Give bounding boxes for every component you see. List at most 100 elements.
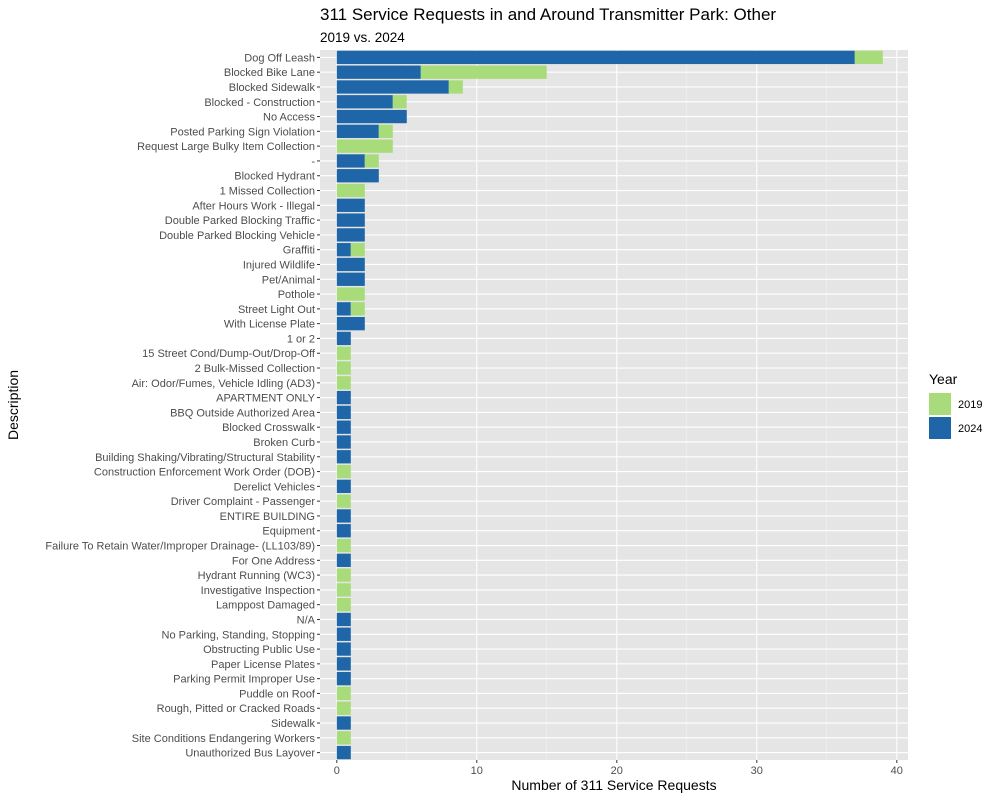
y-tick-label: Sidewalk [271,718,316,730]
legend: Year 2019 2024 [929,371,982,439]
y-tick-label: Building Shaking/Vibrating/Structural St… [95,452,315,464]
bar-2024 [336,213,365,227]
bar-2019 [336,538,351,553]
bar-2024 [336,198,365,212]
legend-label-2024: 2024 [958,423,982,435]
bar-2024 [336,642,351,656]
y-tick-label: BBQ Outside Authorized Area [170,407,316,419]
y-tick-label: Lamppost Damaged [216,600,315,612]
y-tick-label: - [311,156,315,168]
legend-label-2019: 2019 [958,399,982,411]
y-tick-label: 1 or 2 [287,333,315,345]
x-tick-label: 30 [751,765,763,777]
bar-2024 [336,302,351,316]
y-tick-label: Obstructing Public Use [203,644,315,656]
bar-2024 [336,50,855,65]
y-tick-label: Double Parked Blocking Traffic [165,215,316,227]
y-tick-label: Blocked - Construction [204,97,315,109]
bar-2019 [336,346,351,360]
bar-2024 [336,331,351,346]
bar-2019 [336,139,393,153]
y-tick-label: APARTMENT ONLY [216,393,315,405]
y-tick-label: ENTIRE BUILDING [220,511,315,523]
y-tick-label: Equipment [262,526,315,538]
y-tick-label: No Parking, Standing, Stopping [162,629,316,641]
bar-2024 [336,154,365,168]
y-tick-label: Posted Parking Sign Violation [170,126,315,138]
bar-2024 [336,420,351,434]
legend-items: 2019 2024 [929,393,982,439]
y-tick-label: 1 Missed Collection [220,186,315,198]
y-tick-label: Paper License Plates [211,659,315,671]
bar-2019 [336,568,351,582]
y-tick-label: Blocked Sidewalk [229,82,316,94]
bar-2024 [336,509,351,523]
y-tick-label: After Hours Work - Illegal [192,200,315,212]
bar-2019 [336,287,365,301]
y-tick-label: Pet/Animal [262,274,315,286]
y-tick-label: Driver Complaint - Passenger [171,496,316,508]
bar-2024 [336,109,407,124]
bar-2024 [336,553,351,567]
legend-key-2019 [929,393,951,415]
y-tick-label: Construction Enforcement Work Order (DOB… [94,467,315,479]
bar-2024 [336,405,351,420]
bar-2019 [350,302,365,316]
y-tick-label: Blocked Bike Lane [224,67,315,79]
y-tick-label: Request Large Bulky Item Collection [137,141,315,153]
bar-2024 [336,65,421,79]
y-tick-label: Blocked Crosswalk [222,422,315,434]
y-tick-label: Dog Off Leash [244,52,315,64]
bar-2024 [336,80,449,94]
bar-2024 [336,524,351,538]
y-axis-title: Description [5,370,21,440]
y-tick-label: Puddle on Roof [239,688,316,700]
bar-2019 [336,686,351,701]
bar-2024 [336,450,351,464]
y-tick-label: Unauthorized Bus Layover [185,748,315,760]
y-tick-label: For One Address [232,555,316,567]
chart-subtitle: 2019 vs. 2024 [320,30,405,45]
bar-2024 [336,95,393,109]
bar-2019 [350,243,365,257]
bar-2019 [392,95,407,109]
bar-2024 [336,671,351,686]
x-tick-label: 0 [334,765,340,777]
bars [336,50,883,760]
bar-2024 [336,479,351,494]
bar-2019 [364,154,379,168]
y-tick-label: Failure To Retain Water/Improper Drainag… [45,541,315,553]
y-tick-label: No Access [263,112,315,124]
bar-2024 [336,390,351,405]
y-tick-label: Broken Curb [253,437,315,449]
y-tick-label: Investigative Inspection [201,585,315,597]
bar-2024 [336,627,351,641]
bar-2024 [336,657,351,671]
y-tick-label: 15 Street Cond/Dump-Out/Drop-Off [142,348,316,360]
bar-2019 [336,598,351,612]
bar-2024 [336,169,379,183]
bar-2019 [336,183,365,198]
x-tick-label: 10 [471,765,483,777]
bar-2019 [336,376,351,390]
bar-2019 [336,731,351,745]
y-tick-label: Parking Permit Improper Use [173,674,315,686]
bar-2019 [378,124,393,139]
y-tick-label: Derelict Vehicles [234,481,316,493]
x-axis-ticks: 0 10 20 30 40 [334,760,903,777]
chart-title: 311 Service Requests in and Around Trans… [320,5,776,24]
bar-2024 [336,612,351,627]
y-tick-label: Street Light Out [238,304,315,316]
x-axis-title: Number of 311 Service Requests [511,777,716,793]
bar-2024 [336,435,351,449]
bar-2024 [336,257,365,272]
bar-2019 [336,701,351,715]
legend-title: Year [929,371,958,387]
y-tick-label: Double Parked Blocking Vehicle [159,230,315,242]
bar-2019 [448,80,463,94]
bar-2024 [336,243,351,257]
bar-2024 [336,124,379,139]
bar-2019 [854,50,883,65]
y-tick-label: Site Conditions Endangering Workers [132,733,316,745]
